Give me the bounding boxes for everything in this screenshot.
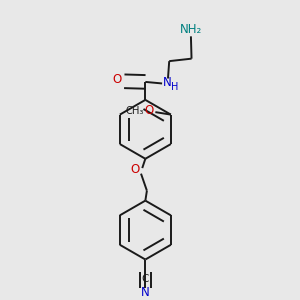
Text: N: N xyxy=(163,76,172,89)
Text: O: O xyxy=(113,73,122,86)
Text: CH₃: CH₃ xyxy=(126,106,144,116)
Text: H: H xyxy=(171,82,178,92)
Text: NH₂: NH₂ xyxy=(180,23,203,36)
Text: O: O xyxy=(131,164,140,176)
Text: N: N xyxy=(141,286,149,299)
Text: O: O xyxy=(144,104,153,117)
Text: C: C xyxy=(141,274,149,284)
